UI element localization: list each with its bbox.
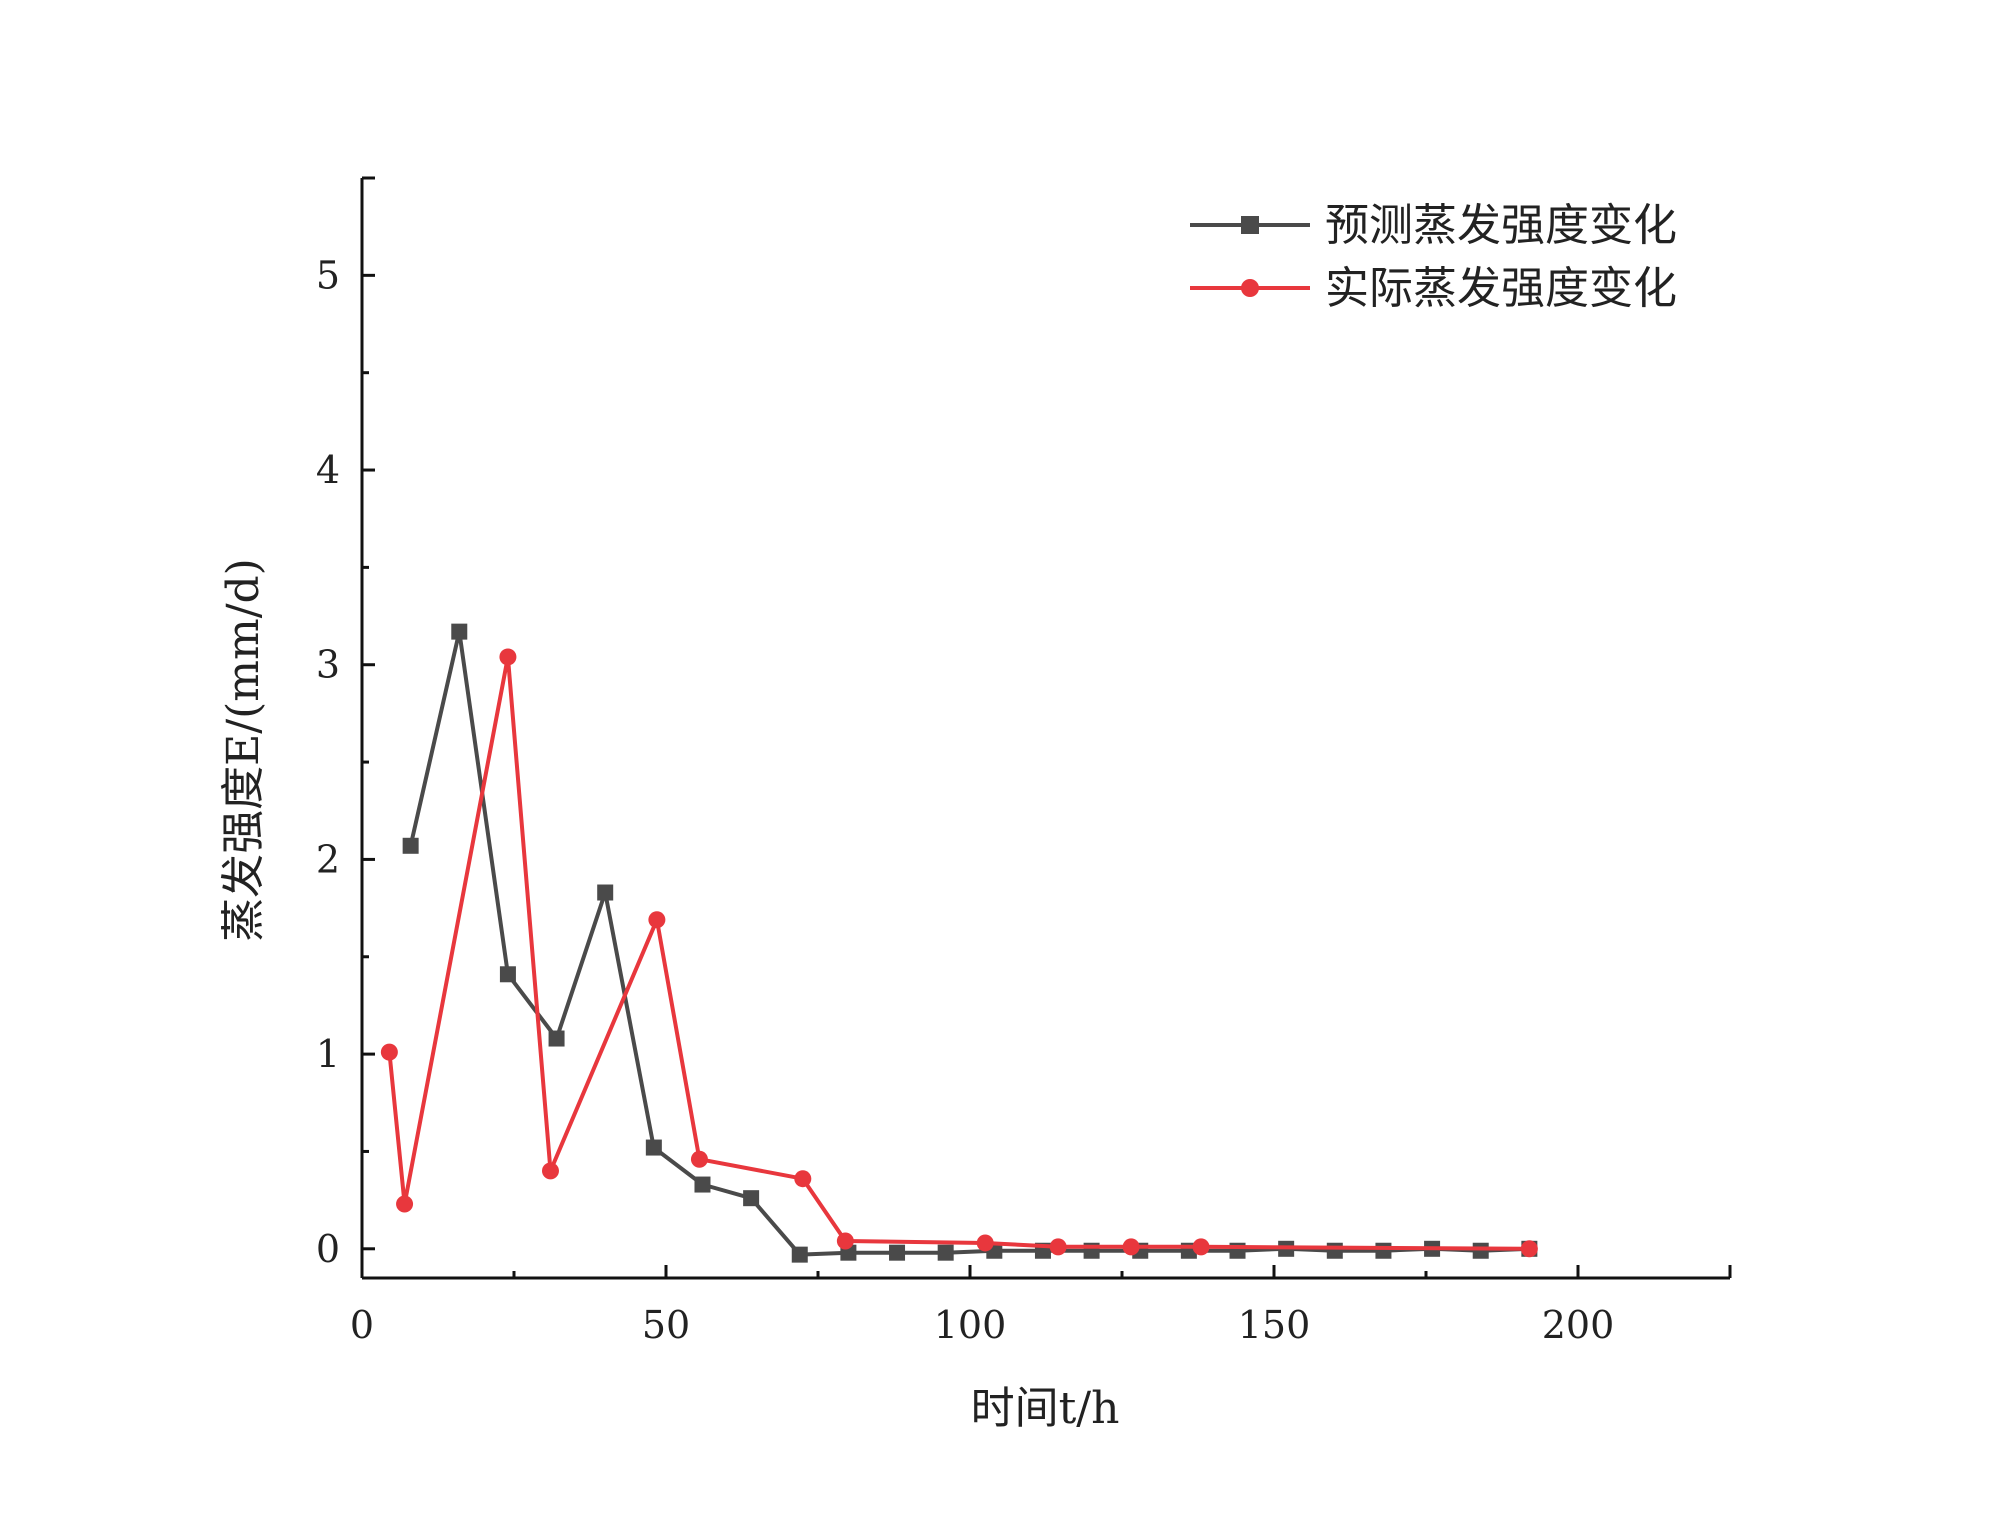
data-point-predicted <box>1375 1242 1392 1259</box>
y-tick-label: 3 <box>316 643 340 687</box>
legend-marker-actual <box>1241 279 1259 297</box>
y-tick-label: 1 <box>316 1032 340 1076</box>
data-point-actual <box>794 1170 812 1188</box>
x-tick-label: 200 <box>1542 1303 1615 1347</box>
data-point-predicted <box>937 1244 954 1261</box>
legend-item-predicted: 预测蒸发强度变化 <box>1190 200 1677 251</box>
y-tick-label: 4 <box>316 448 340 492</box>
x-axis-title: 时间t/h <box>971 1383 1120 1434</box>
data-point-predicted <box>1326 1242 1343 1259</box>
y-tick-label: 0 <box>316 1227 340 1271</box>
data-point-actual <box>380 1043 398 1061</box>
data-point-predicted <box>499 966 516 983</box>
x-tick-label: 0 <box>350 1303 374 1347</box>
data-point-predicted <box>743 1190 760 1207</box>
data-point-actual <box>836 1232 854 1250</box>
data-point-predicted <box>791 1246 808 1263</box>
data-point-actual <box>690 1150 708 1168</box>
data-point-predicted <box>889 1244 906 1261</box>
series-line-1 <box>387 654 1530 1251</box>
legend-item-actual: 实际蒸发强度变化 <box>1190 263 1677 314</box>
x-tick-label: 150 <box>1238 1303 1311 1347</box>
series-1 <box>380 648 1538 1258</box>
data-point-predicted <box>548 1030 565 1047</box>
data-point-actual <box>1192 1238 1210 1256</box>
data-point-actual <box>396 1195 414 1213</box>
data-point-actual <box>1049 1238 1067 1256</box>
legend-label-actual: 实际蒸发强度变化 <box>1325 263 1677 314</box>
data-point-actual <box>499 648 517 666</box>
x-tick-label: 100 <box>934 1303 1007 1347</box>
axes: 0 50 100 150 200 0 1 2 3 4 5 <box>316 176 1732 1347</box>
data-point-predicted <box>402 837 419 854</box>
data-point-actual <box>1122 1238 1140 1256</box>
data-point-predicted <box>597 884 614 901</box>
y-tick-label: 5 <box>316 253 340 297</box>
data-point-actual <box>541 1162 559 1180</box>
data-point-actual <box>648 911 666 929</box>
data-point-actual <box>976 1234 994 1252</box>
series-line-0 <box>408 629 1530 1257</box>
legend-label-predicted: 预测蒸发强度变化 <box>1325 200 1677 251</box>
plot-series <box>380 623 1538 1263</box>
y-tick-label: 2 <box>316 837 340 881</box>
data-point-predicted <box>1472 1242 1489 1259</box>
series-0 <box>402 623 1538 1263</box>
x-tick-label: 50 <box>642 1303 690 1347</box>
legend: 预测蒸发强度变化 实际蒸发强度变化 <box>1190 200 1677 314</box>
data-point-predicted <box>694 1176 711 1193</box>
legend-marker-predicted <box>1241 216 1259 234</box>
data-point-predicted <box>451 623 468 640</box>
data-point-predicted <box>645 1139 662 1156</box>
y-axis-title: 蒸发强度E/(mm/d) <box>218 558 269 942</box>
data-point-actual <box>1520 1240 1538 1258</box>
